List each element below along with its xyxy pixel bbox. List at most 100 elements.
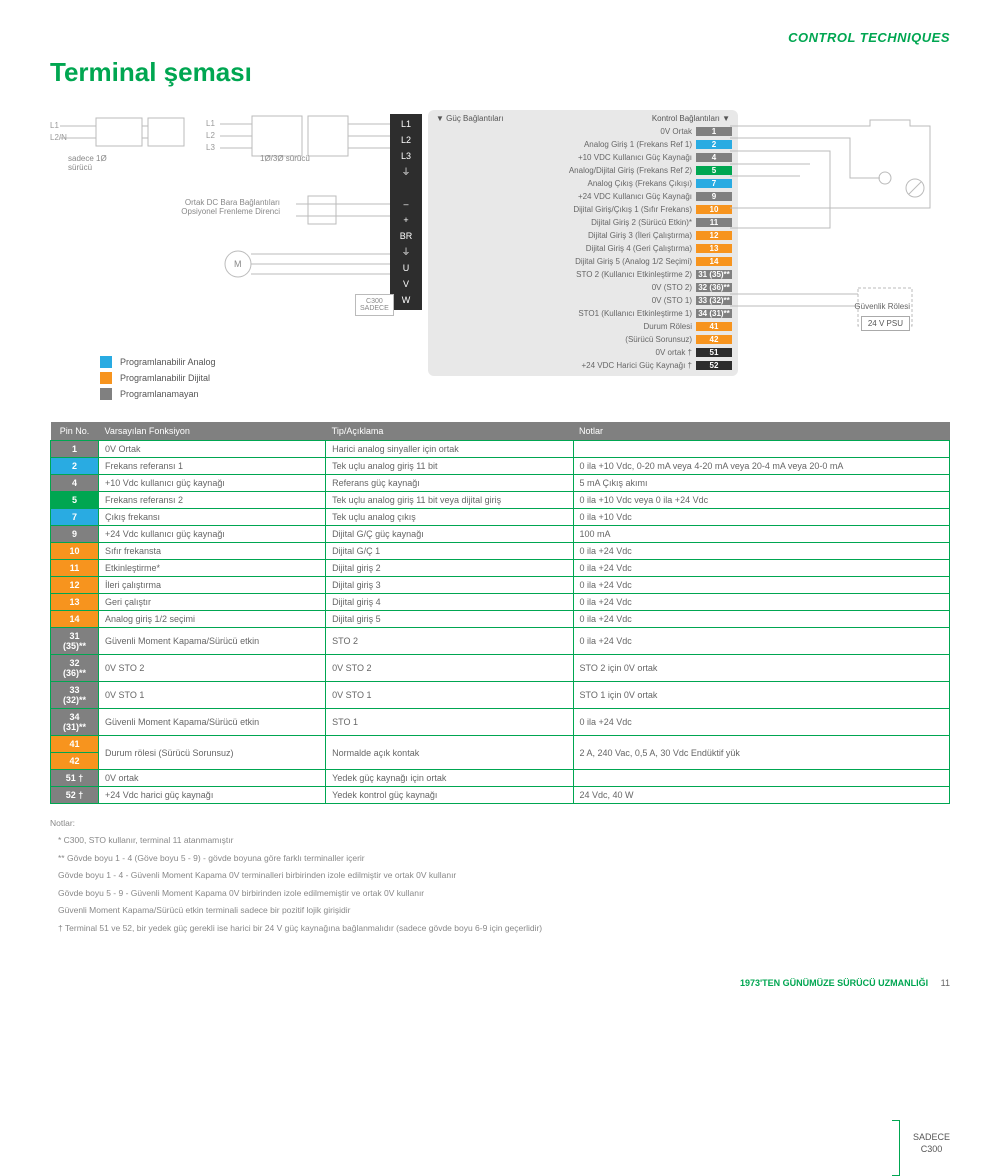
c300-side-label: SADECEC300 — [913, 1132, 950, 1155]
terminal-row: Dijital Giriş 3 (İleri Çalıştırma)12 — [434, 229, 732, 242]
label-dcbar: Ortak DC Bara BağlantılarıOpsiyonel Fren… — [130, 198, 280, 216]
pin-cell: 12 — [51, 577, 99, 594]
func-cell: Etkinleştirme* — [99, 560, 326, 577]
func-cell: Geri çalıştır — [99, 594, 326, 611]
svg-text:L2/N: L2/N — [50, 133, 67, 142]
terminal-row: Dijital Giriş 4 (Geri Çalıştırma)13 — [434, 242, 732, 255]
pin-table: Pin No.Varsayılan FonksiyonTip/AçıklamaN… — [50, 422, 950, 804]
legend: Programlanabilir Analog Programlanabilir … — [100, 352, 216, 404]
terminal-row: Dijital Giriş 2 (Sürücü Etkin)*11 — [434, 216, 732, 229]
pin-cell: 7 — [51, 509, 99, 526]
note-cell: 0 ila +24 Vdc — [573, 709, 950, 736]
terminal-row: Dijital Giriş/Çıkış 1 (Sıfır Frekans)10 — [434, 203, 732, 216]
pin-cell: 33 (32)** — [51, 682, 99, 709]
table-header: Notlar — [573, 422, 950, 441]
label-1ph: sadece 1Øsürücü — [68, 154, 107, 172]
terminal-row: +10 VDC Kullanıcı Güç Kaynağı4 — [434, 151, 732, 164]
terminal-row: Analog Çıkış (Frekans Çıkışı)7 — [434, 177, 732, 190]
table-header: Varsayılan Fonksiyon — [99, 422, 326, 441]
terminal-diagram: L1 L2/N L1 L2 L3 M sadece 1Øsürücü 1Ø/3Ø… — [50, 104, 950, 404]
pin-table-wrapper: Pin No.Varsayılan FonksiyonTip/AçıklamaN… — [50, 422, 950, 804]
notes-title: Notlar: — [50, 816, 950, 830]
note-line: † Terminal 51 ve 52, bir yedek güç gerek… — [50, 921, 950, 935]
note-line: Gövde boyu 5 - 9 - Güvenli Moment Kapama… — [50, 886, 950, 900]
label-3ph: 1Ø/3Ø sürücü — [260, 154, 310, 163]
desc-cell: 0V STO 2 — [326, 655, 573, 682]
func-cell: 0V STO 1 — [99, 682, 326, 709]
brand-logo: CONTROL TECHNIQUES — [50, 30, 950, 45]
pin-cell: 13 — [51, 594, 99, 611]
note-cell: 0 ila +24 Vdc — [573, 577, 950, 594]
note-cell — [573, 770, 950, 787]
func-cell: +24 Vdc kullanıcı güç kaynağı — [99, 526, 326, 543]
desc-cell: Dijital giriş 3 — [326, 577, 573, 594]
note-cell: STO 1 için 0V ortak — [573, 682, 950, 709]
terminal-row: 0V Ortak1 — [434, 125, 732, 138]
pin-cell: 31 (35)** — [51, 628, 99, 655]
pin-cell: 42 — [51, 753, 99, 770]
svg-text:L2: L2 — [206, 131, 215, 140]
note-cell: 0 ila +10 Vdc, 0-20 mA veya 4-20 mA veya… — [573, 458, 950, 475]
svg-text:L1: L1 — [50, 121, 59, 130]
pin-cell: 9 — [51, 526, 99, 543]
desc-cell: Referans güç kaynağı — [326, 475, 573, 492]
desc-cell: Yedek güç kaynağı için ortak — [326, 770, 573, 787]
pin-cell: 52 † — [51, 787, 99, 804]
pin-cell: 41 — [51, 736, 99, 753]
legend-item: Programlanabilir Dijital — [100, 372, 216, 384]
note-cell: 100 mA — [573, 526, 950, 543]
terminal-row: 0V (STO 1)33 (32)** — [434, 294, 732, 307]
func-cell: Analog giriş 1/2 seçimi — [99, 611, 326, 628]
note-cell: 0 ila +24 Vdc — [573, 594, 950, 611]
note-cell: 0 ila +24 Vdc — [573, 611, 950, 628]
legend-item: Programlanabilir Analog — [100, 356, 216, 368]
terminal-row: Durum Rölesi41 — [434, 320, 732, 333]
desc-cell: Tek uçlu analog giriş 11 bit — [326, 458, 573, 475]
footer-tagline: 1973'TEN GÜNÜMÜZE SÜRÜCÜ UZMANLIĞI — [740, 978, 928, 988]
note-cell: 24 Vdc, 40 W — [573, 787, 950, 804]
table-header: Tip/Açıklama — [326, 422, 573, 441]
svg-text:L1: L1 — [206, 119, 215, 128]
func-cell: Frekans referansı 1 — [99, 458, 326, 475]
terminal-row: (Sürücü Sorunsuz)42 — [434, 333, 732, 346]
svg-text:L3: L3 — [206, 143, 215, 152]
power-connections-head: ▼ Güç Bağlantıları — [436, 114, 504, 123]
pin-cell: 14 — [51, 611, 99, 628]
desc-cell: Tek uçlu analog çıkış — [326, 509, 573, 526]
pin-cell: 2 — [51, 458, 99, 475]
note-line: ** Gövde boyu 1 - 4 (Göve boyu 5 - 9) - … — [50, 851, 950, 865]
terminal-row: STO1 (Kullanıcı Etkinleştirme 1)34 (31)*… — [434, 307, 732, 320]
func-cell: 0V ortak — [99, 770, 326, 787]
pin-cell: 11 — [51, 560, 99, 577]
func-cell: Frekans referansı 2 — [99, 492, 326, 509]
terminal-row: +24 VDC Kullanıcı Güç Kaynağı9 — [434, 190, 732, 203]
func-cell: 0V Ortak — [99, 441, 326, 458]
terminal-row: Analog/Dijital Giriş (Frekans Ref 2)5 — [434, 164, 732, 177]
desc-cell: Dijital giriş 2 — [326, 560, 573, 577]
svg-text:M: M — [234, 259, 242, 269]
desc-cell: Dijital G/Ç güç kaynağı — [326, 526, 573, 543]
func-cell: Çıkış frekansı — [99, 509, 326, 526]
terminal-row: 0V ortak †51 — [434, 346, 732, 359]
power-terminal-block: L1L2L3⏚ –+BR⏚UVW — [390, 114, 422, 310]
note-cell: 0 ila +10 Vdc veya 0 ila +24 Vdc — [573, 492, 950, 509]
c300-bracket — [892, 1120, 900, 1176]
notes-section: Notlar: * C300, STO kullanır, terminal 1… — [50, 816, 950, 935]
desc-cell: Yedek kontrol güç kaynağı — [326, 787, 573, 804]
pin-cell: 4 — [51, 475, 99, 492]
table-header: Pin No. — [51, 422, 99, 441]
terminal-row: +24 VDC Harici Güç Kaynağı †52 — [434, 359, 732, 372]
pin-cell: 34 (31)** — [51, 709, 99, 736]
func-cell: 0V STO 2 — [99, 655, 326, 682]
func-cell: +24 Vdc harici güç kaynağı — [99, 787, 326, 804]
note-line: Gövde boyu 1 - 4 - Güvenli Moment Kapama… — [50, 868, 950, 882]
page-footer: 1973'TEN GÜNÜMÜZE SÜRÜCÜ UZMANLIĞI 11 — [740, 978, 950, 988]
note-cell — [573, 441, 950, 458]
desc-cell: Dijital giriş 4 — [326, 594, 573, 611]
note-line: * C300, STO kullanır, terminal 11 atanma… — [50, 833, 950, 847]
note-cell: 0 ila +24 Vdc — [573, 560, 950, 577]
desc-cell: Tek uçlu analog giriş 11 bit veya dijita… — [326, 492, 573, 509]
pin-cell: 32 (36)** — [51, 655, 99, 682]
control-connections-head: Kontrol Bağlantıları ▼ — [652, 114, 730, 123]
desc-cell: Dijital G/Ç 1 — [326, 543, 573, 560]
